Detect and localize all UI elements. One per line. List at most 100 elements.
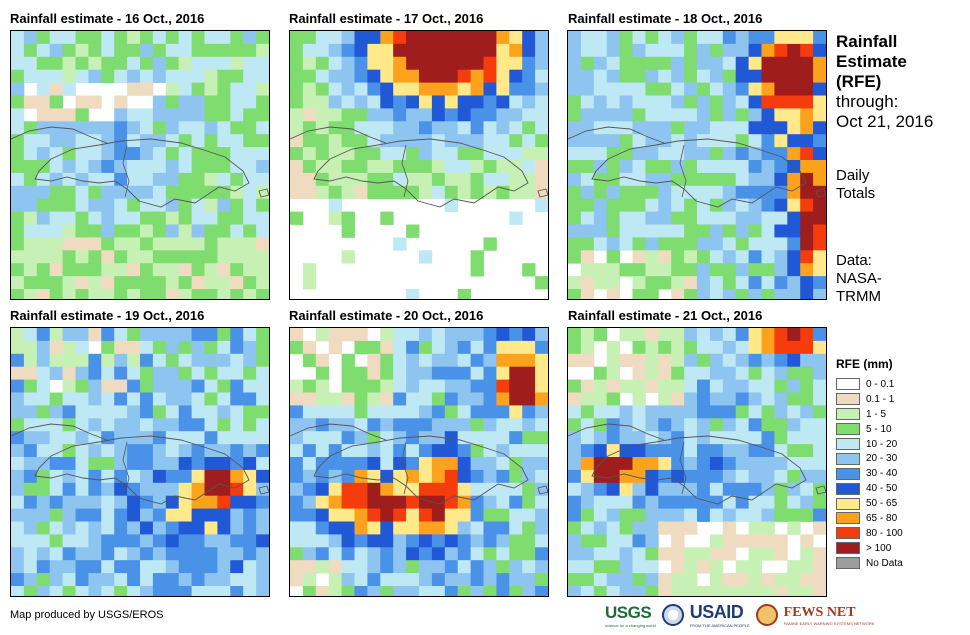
raster-cell bbox=[204, 392, 218, 406]
legend-item: No Data bbox=[836, 556, 903, 571]
raster-cell bbox=[457, 482, 471, 497]
raster-cell bbox=[735, 340, 749, 355]
raster-cell bbox=[671, 250, 685, 264]
raster-cell bbox=[774, 224, 788, 238]
raster-cell bbox=[800, 172, 814, 187]
raster-cell bbox=[62, 31, 76, 45]
raster-cell bbox=[354, 56, 368, 71]
raster-cell bbox=[735, 43, 749, 58]
fews-net-globe-icon bbox=[755, 604, 778, 626]
raster-cell bbox=[522, 134, 536, 148]
raster-cell bbox=[496, 418, 510, 432]
raster-cell bbox=[140, 560, 154, 574]
raster-cell bbox=[204, 534, 218, 548]
raster-cell bbox=[230, 340, 244, 355]
raster-cell bbox=[645, 560, 659, 574]
raster-cell bbox=[709, 82, 724, 96]
raster-cell bbox=[217, 237, 231, 251]
raster-cell bbox=[735, 56, 749, 71]
raster-cell bbox=[36, 379, 51, 393]
raster-cell bbox=[697, 405, 711, 419]
raster-cell bbox=[243, 547, 257, 561]
raster-cell bbox=[671, 353, 685, 368]
raster-cell bbox=[101, 211, 115, 225]
raster-cell bbox=[23, 134, 38, 148]
raster-cell bbox=[328, 108, 342, 122]
raster-cell bbox=[49, 224, 63, 238]
raster-cell bbox=[709, 560, 724, 574]
raster-cell bbox=[152, 95, 167, 109]
raster-cell bbox=[178, 185, 192, 200]
raster-cell bbox=[580, 482, 595, 497]
raster-cell bbox=[787, 82, 801, 96]
raster-cell bbox=[658, 340, 672, 355]
raster-cell bbox=[813, 276, 826, 290]
raster-cell bbox=[444, 108, 459, 122]
raster-cell bbox=[393, 469, 407, 484]
raster-cell bbox=[290, 521, 304, 535]
raster-cell bbox=[302, 147, 317, 161]
raster-cell bbox=[496, 82, 510, 96]
raster-cell bbox=[735, 469, 749, 484]
raster-cell bbox=[256, 495, 269, 509]
raster-cell bbox=[315, 69, 330, 83]
raster-cell bbox=[470, 547, 484, 561]
raster-cell bbox=[62, 198, 76, 212]
raster-cell bbox=[11, 444, 25, 458]
raster-cell bbox=[671, 392, 685, 406]
raster-cell bbox=[127, 211, 141, 225]
raster-cell bbox=[496, 586, 510, 596]
raster-cell bbox=[367, 469, 381, 484]
raster-cell bbox=[230, 95, 244, 109]
raster-cell bbox=[341, 379, 355, 393]
raster-cell bbox=[367, 495, 381, 509]
coastline bbox=[591, 435, 807, 505]
raster-cell bbox=[593, 198, 608, 212]
raster-cell bbox=[114, 418, 128, 432]
raster-cell bbox=[748, 405, 762, 419]
raster-cell bbox=[658, 495, 672, 509]
raster-cell bbox=[393, 43, 407, 58]
raster-cell bbox=[243, 495, 257, 509]
raster-cell bbox=[606, 263, 620, 277]
raster-cell bbox=[800, 108, 814, 122]
raster-cell bbox=[380, 521, 394, 535]
raster-cell bbox=[62, 457, 76, 471]
raster-cell bbox=[761, 495, 775, 509]
raster-cell bbox=[62, 121, 76, 135]
raster-cell bbox=[302, 444, 317, 458]
raster-cell bbox=[735, 586, 749, 596]
raster-cell bbox=[787, 224, 801, 238]
raster-cell bbox=[191, 82, 205, 96]
raster-cell bbox=[761, 431, 775, 445]
raster-cell bbox=[36, 276, 51, 290]
legend-swatch bbox=[836, 393, 860, 406]
raster-cell bbox=[568, 276, 582, 290]
raster-cell bbox=[709, 392, 724, 406]
raster-cell bbox=[36, 560, 51, 574]
raster-cell bbox=[671, 482, 685, 497]
raster-cell bbox=[748, 392, 762, 406]
raster-cell bbox=[483, 340, 497, 355]
raster-cell bbox=[535, 392, 548, 406]
raster-cell bbox=[593, 95, 608, 109]
raster-cell bbox=[230, 198, 244, 212]
raster-cell bbox=[328, 457, 342, 471]
raster-cell bbox=[632, 444, 646, 458]
raster-cell bbox=[658, 521, 672, 535]
raster-cell bbox=[367, 418, 381, 432]
raster-cell bbox=[367, 43, 381, 58]
raster-cell bbox=[619, 108, 633, 122]
raster-cell bbox=[444, 586, 459, 596]
raster-cell bbox=[380, 508, 394, 522]
raster-cell bbox=[619, 211, 633, 225]
raster-cell bbox=[290, 469, 304, 484]
raster-cell bbox=[62, 508, 76, 522]
raster-cell bbox=[88, 160, 102, 174]
raster-cell bbox=[787, 211, 801, 225]
raster-cell bbox=[328, 185, 342, 200]
raster-cell bbox=[787, 340, 801, 355]
raster-cell bbox=[367, 534, 381, 548]
raster-cell bbox=[580, 573, 595, 587]
raster-cell bbox=[748, 147, 762, 161]
